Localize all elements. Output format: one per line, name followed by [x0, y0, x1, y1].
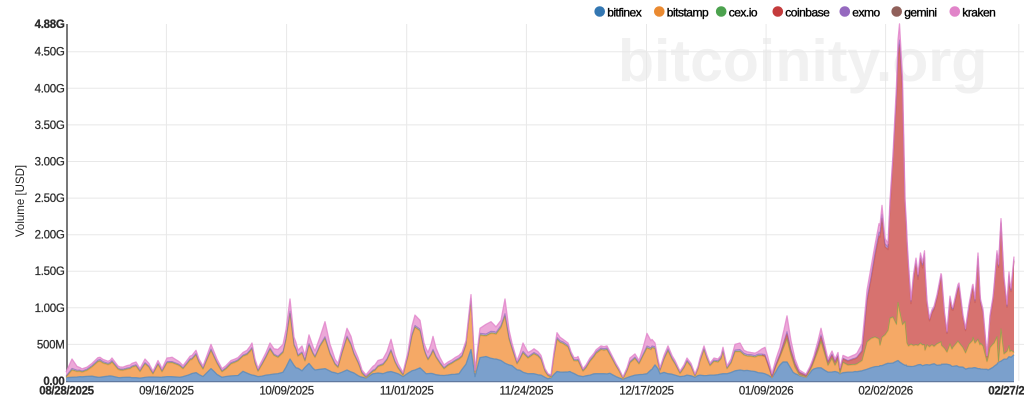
- svg-text:10/09/2025: 10/09/2025: [259, 386, 314, 398]
- svg-text:11/24/2025: 11/24/2025: [500, 386, 554, 398]
- svg-text:4.88G: 4.88G: [35, 19, 65, 31]
- svg-text:01/09/2026: 01/09/2026: [739, 386, 794, 398]
- svg-text:08/28/2025: 08/28/2025: [39, 386, 94, 398]
- svg-text:02/02/2026: 02/02/2026: [858, 386, 913, 398]
- svg-text:bitstamp: bitstamp: [667, 5, 709, 19]
- svg-text:4.50G: 4.50G: [35, 47, 65, 59]
- svg-text:02/27/2026: 02/27/2026: [988, 386, 1024, 398]
- svg-text:09/16/2025: 09/16/2025: [139, 386, 194, 398]
- svg-text:500M: 500M: [37, 339, 65, 351]
- svg-text:bitcoinity.org: bitcoinity.org: [618, 28, 987, 94]
- svg-text:3.50G: 3.50G: [35, 120, 65, 132]
- svg-text:coinbase: coinbase: [785, 5, 830, 19]
- svg-text:2.00G: 2.00G: [35, 230, 65, 242]
- svg-text:Volume [USD]: Volume [USD]: [15, 165, 27, 237]
- svg-text:gemini: gemini: [904, 5, 936, 19]
- svg-text:4.00G: 4.00G: [35, 83, 65, 95]
- svg-text:kraken: kraken: [962, 5, 995, 19]
- svg-text:12/17/2025: 12/17/2025: [619, 386, 674, 398]
- svg-text:bitfinex: bitfinex: [607, 5, 642, 19]
- svg-text:cex.io: cex.io: [729, 5, 758, 19]
- svg-text:1.50G: 1.50G: [35, 266, 65, 278]
- svg-text:1.00G: 1.00G: [35, 303, 65, 315]
- svg-text:exmo: exmo: [852, 5, 880, 19]
- svg-text:3.00G: 3.00G: [35, 157, 65, 169]
- svg-text:0.00: 0.00: [43, 376, 64, 388]
- svg-text:2.50G: 2.50G: [35, 193, 65, 205]
- svg-text:11/01/2025: 11/01/2025: [380, 386, 434, 398]
